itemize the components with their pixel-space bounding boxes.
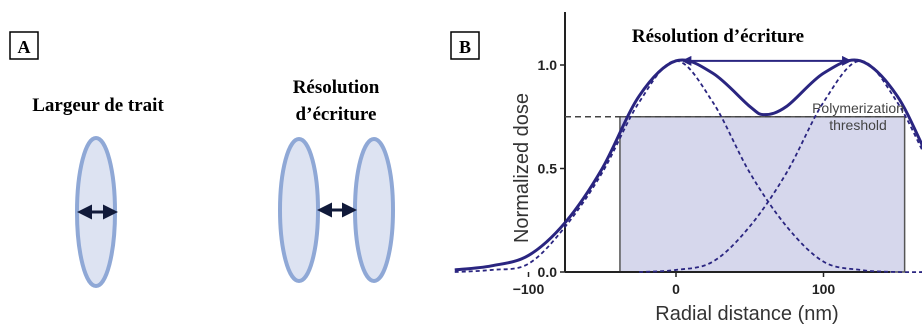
resolution-caption-line1: Résolution xyxy=(293,77,380,98)
panel-b-label: B xyxy=(459,37,471,57)
threshold-label-line1: Polymerization xyxy=(812,100,904,116)
total-dose-curve xyxy=(454,58,922,272)
x-tick-label: 0 xyxy=(672,281,680,297)
panel-b: B Résolution d’écriture Normalized dose … xyxy=(450,12,922,325)
x-axis-label: Radial distance (nm) xyxy=(655,303,838,325)
y-tick-label: 0.0 xyxy=(538,264,558,280)
resolution-right-ellipse xyxy=(353,137,395,283)
x-tick-label: −100 xyxy=(513,281,545,297)
y-tick-label: 0.5 xyxy=(538,161,558,177)
panel-a: A Largeur de trait Résolution d’écriture xyxy=(9,31,395,288)
y-axis-label: Normalized dose xyxy=(511,93,533,243)
resolution-left-ellipse xyxy=(278,137,320,283)
plot-area: −10001002003000.00.51.0 xyxy=(454,12,922,297)
panel-b-label-box xyxy=(450,31,480,60)
dashed-gaussian-curve-1 xyxy=(454,59,922,274)
resolution-caption-line2: d’écriture xyxy=(296,104,377,125)
y-tick-label: 1.0 xyxy=(538,57,558,73)
panel-a-label: A xyxy=(18,37,31,57)
threshold-label-line2: threshold xyxy=(829,117,887,133)
x-tick-label: 100 xyxy=(812,281,836,297)
panel-a-label-box xyxy=(9,31,39,60)
line-width-caption: Largeur de trait xyxy=(32,95,164,116)
plot-title: Résolution d’écriture xyxy=(632,26,804,47)
